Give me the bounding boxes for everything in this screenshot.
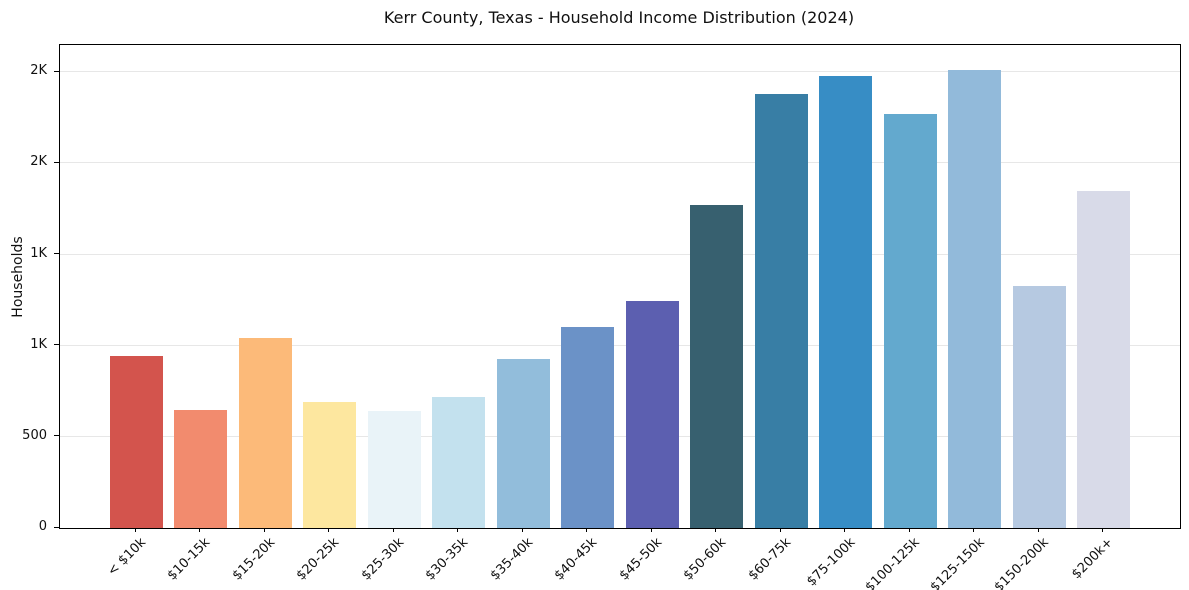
x-tick-mark-$150-200k — [1037, 528, 1039, 532]
x-tick-label-$50-60k: $50-60k — [680, 535, 730, 584]
x-tick-mark-$75-100k — [844, 528, 846, 532]
y-tick-mark-1500 — [54, 253, 59, 255]
y-tick-label-500: 500 — [22, 427, 47, 443]
x-tick-mark-$10-15k — [199, 528, 201, 532]
x-tick-label-$100-125k: $100-125k — [862, 535, 924, 590]
x-tick-label-$20-25k: $20-25k — [293, 535, 343, 584]
gridline-1000 — [60, 344, 1180, 346]
y-tick-label-1000: 1K — [30, 336, 47, 352]
x-tick-mark-< $10k — [134, 528, 136, 532]
bar-$20-25k — [303, 402, 357, 528]
x-tick-mark-$25-30k — [392, 528, 394, 532]
bar-< $10k — [109, 355, 163, 528]
x-tick-label-$10-15k: $10-15k — [164, 535, 214, 584]
y-tick-label-2500: 2K — [30, 63, 47, 79]
x-tick-mark-$60-75k — [779, 528, 781, 532]
bar-$50-60k — [690, 205, 744, 528]
plot-area — [59, 44, 1181, 529]
bar-$75-100k — [819, 76, 873, 528]
x-tick-mark-$30-35k — [457, 528, 459, 532]
y-tick-mark-0 — [54, 526, 59, 528]
x-tick-mark-$100-125k — [908, 528, 910, 532]
x-tick-mark-$50-60k — [715, 528, 717, 532]
y-tick-mark-2000 — [54, 161, 59, 163]
bar-$150-200k — [1012, 285, 1066, 528]
x-tick-mark-$200k+ — [1102, 528, 1104, 532]
bar-$40-45k — [561, 326, 615, 528]
bar-$10-15k — [174, 409, 228, 528]
bar-$15-20k — [238, 338, 292, 528]
x-tick-label-$125-150k: $125-150k — [927, 535, 988, 590]
x-tick-label-$200k+: $200k+ — [1069, 535, 1117, 583]
x-tick-label-$150-200k: $150-200k — [991, 535, 1053, 590]
x-tick-label-$15-20k: $15-20k — [229, 535, 278, 584]
x-tick-label-$25-30k: $25-30k — [358, 535, 407, 584]
y-tick-mark-500 — [54, 435, 59, 437]
y-tick-mark-1000 — [54, 344, 59, 346]
x-tick-mark-$35-40k — [521, 528, 523, 532]
bar-$25-30k — [367, 411, 421, 528]
x-tick-mark-$40-45k — [586, 528, 588, 532]
bar-$125-150k — [948, 69, 1002, 528]
bar-$200k+ — [1077, 190, 1131, 528]
x-tick-label-$45-50k: $45-50k — [616, 535, 665, 584]
gridline-2000 — [60, 162, 1180, 164]
bar-$45-50k — [625, 301, 679, 528]
x-tick-mark-$15-20k — [263, 528, 265, 532]
x-tick-label-$60-75k: $60-75k — [745, 535, 794, 584]
chart-title: Kerr County, Texas - Household Income Di… — [383, 8, 855, 27]
x-axis-ticks: < $10k $10-15k $15-20k $20-25k $25-30k $30-35… — [59, 528, 1179, 590]
bar-$30-35k — [432, 396, 486, 528]
x-tick-label-$35-40k: $35-40k — [487, 535, 536, 584]
y-tick-label-0: 0 — [38, 519, 47, 534]
x-tick-label-$75-100k: $75-100k — [804, 535, 859, 590]
y-tick-label-1500: 1K — [30, 245, 47, 261]
gridline-2500 — [60, 71, 1180, 73]
gridline-500 — [60, 435, 1180, 437]
x-tick-label-< $10k: < $10k — [104, 535, 149, 580]
x-tick-mark-$125-150k — [973, 528, 975, 532]
x-tick-mark-$45-50k — [650, 528, 652, 532]
bar-$35-40k — [496, 358, 550, 528]
y-tick-mark-2500 — [54, 70, 59, 72]
y-tick-label-2000: 2K — [30, 154, 47, 170]
x-tick-label-$30-35k: $30-35k — [422, 535, 472, 584]
x-tick-label-$40-45k: $40-45k — [551, 535, 601, 584]
bar-$60-75k — [754, 94, 808, 528]
y-axis-ticks: 0 500 1K 1K 2K 2K — [0, 44, 59, 534]
x-tick-mark-$20-25k — [328, 528, 330, 532]
bar-$100-125k — [883, 114, 937, 528]
gridline-1500 — [60, 253, 1180, 255]
